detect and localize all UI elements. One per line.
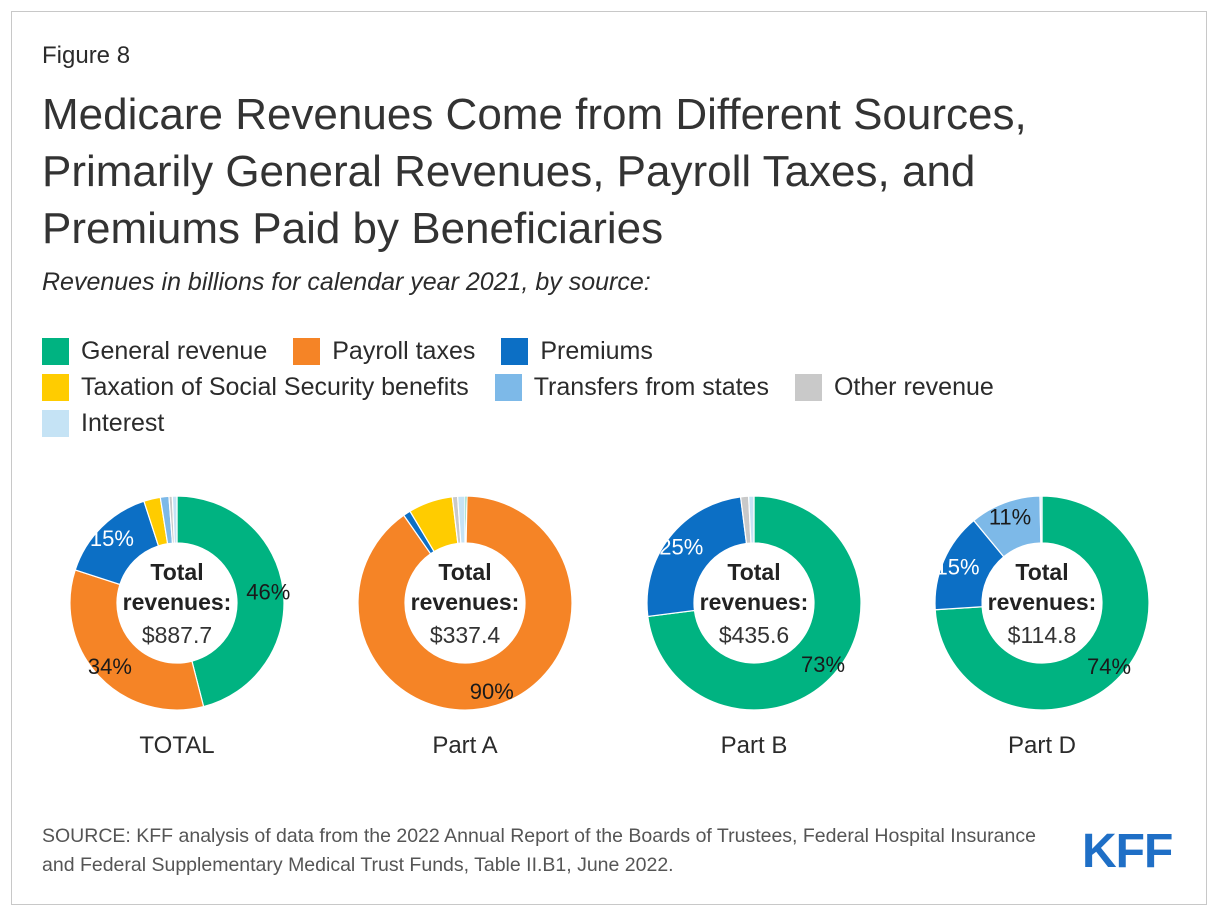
slice-data-label: 34% [88,654,132,679]
donut-slice [69,569,205,711]
slice-data-label: 15% [936,554,980,579]
legend-swatch [42,373,69,401]
donut-chart-3: Total revenues: $114.8 74% 15% 11% Part D [934,495,1150,759]
center-value: $435.6 [719,622,789,648]
donut-slice [647,495,862,711]
chart-subtitle: Revenues in billions for calendar year 2… [42,268,651,296]
legend-swatch [293,337,321,365]
donut-slice [357,495,573,711]
donut-slice [646,496,748,618]
legend-swatch [494,373,522,401]
donut-slice [176,495,285,708]
legend-item-interest: Interest [42,409,164,438]
legend-swatch [794,373,822,401]
donut-slice [456,495,466,544]
center-value: $114.8 [1008,622,1077,648]
slice-data-label: 46% [246,579,290,604]
legend-item-general-revenue: General revenue [42,337,267,366]
legend-row: Taxation of Social Security benefits Tra… [42,369,1162,405]
legend-swatch [42,409,69,437]
center-label-line: revenues: [700,589,809,615]
chart-subplot-title: TOTAL [139,732,214,759]
legend-item-premiums: Premiums [501,337,653,366]
center-value: $887.7 [142,622,212,648]
chart-subplot-title: Part D [1008,732,1076,759]
source-note: SOURCE: KFF analysis of data from the 20… [42,825,1036,876]
donut-chart-2: Total revenues: $435.6 73% 25% Part B [646,495,862,759]
donut-chart-1: Total revenues: $337.4 90% Part A [357,495,573,759]
slice-data-label: 90% [470,679,514,704]
slice-data-label: 15% [90,526,134,551]
center-label-line: revenues: [123,589,232,615]
legend-item-taxation-ss: Taxation of Social Security benefits [42,373,469,402]
figure-frame [11,11,1207,905]
legend-label: General revenue [81,336,268,365]
legend-label: Taxation of Social Security benefits [81,372,469,401]
donut-slice [1039,495,1043,544]
center-label-line: revenues: [411,589,520,615]
legend-row: General revenue Payroll taxes Premiums [42,333,1162,369]
center-label-line: Total [150,559,203,585]
slice-data-label: 11% [989,505,1031,530]
legend-item-transfers-states: Transfers from states [494,372,769,402]
legend-item-other-revenue: Other revenue [794,372,994,402]
donut-slice [171,495,178,544]
donut-slice [934,495,1150,711]
legend-label: Premiums [540,336,653,365]
donut-charts: Total revenues: $887.7 46% 34% 15% TOTAL Total r… [69,495,1150,759]
chart-title: Medicare Revenues Come from Different So… [42,90,1027,253]
legend: General revenue Payroll taxes Premiums T… [42,333,1162,441]
donut-slice [747,495,755,544]
legend-swatch [42,337,69,365]
donut-chart-0: Total revenues: $887.7 46% 34% 15% TOTAL [69,495,290,759]
legend-item-payroll-taxes: Payroll taxes [293,337,475,366]
center-label-line: Total [727,559,780,585]
figure-label: Figure 8 [42,42,131,69]
center-label-line: Total [438,559,491,585]
legend-label: Other revenue [833,372,994,401]
slice-data-label: 74% [1087,654,1131,679]
slice-data-label: 25% [659,535,703,560]
legend-row: Interest [42,405,1162,441]
kff-logo: KFF [1082,825,1173,878]
center-label-line: revenues: [988,589,1097,615]
legend-label: Transfers from states [533,372,769,401]
chart-subplot-title: Part B [721,732,788,759]
legend-label: Interest [81,408,165,437]
legend-label: Payroll taxes [332,336,476,365]
center-label-line: Total [1015,559,1068,585]
slice-data-label: 73% [801,652,845,677]
legend-swatch [501,337,529,365]
chart-subplot-title: Part A [432,732,497,759]
center-value: $337.4 [430,622,501,648]
